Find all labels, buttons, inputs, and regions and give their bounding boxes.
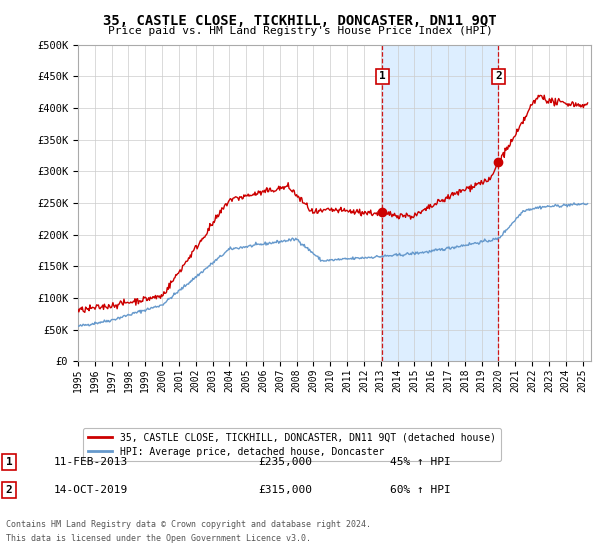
Text: 2: 2: [495, 72, 502, 81]
Text: £315,000: £315,000: [258, 485, 312, 495]
Text: 45% ↑ HPI: 45% ↑ HPI: [390, 457, 451, 467]
Text: 14-OCT-2019: 14-OCT-2019: [54, 485, 128, 495]
Text: This data is licensed under the Open Government Licence v3.0.: This data is licensed under the Open Gov…: [6, 534, 311, 543]
Text: 1: 1: [5, 457, 13, 467]
Legend: 35, CASTLE CLOSE, TICKHILL, DONCASTER, DN11 9QT (detached house), HPI: Average p: 35, CASTLE CLOSE, TICKHILL, DONCASTER, D…: [83, 428, 500, 461]
Text: 2: 2: [5, 485, 13, 495]
Text: 1: 1: [379, 72, 386, 81]
Bar: [382, 45, 499, 361]
Text: 60% ↑ HPI: 60% ↑ HPI: [390, 485, 451, 495]
Text: Contains HM Land Registry data © Crown copyright and database right 2024.: Contains HM Land Registry data © Crown c…: [6, 520, 371, 529]
Text: Price paid vs. HM Land Registry's House Price Index (HPI): Price paid vs. HM Land Registry's House …: [107, 26, 493, 36]
Text: 35, CASTLE CLOSE, TICKHILL, DONCASTER, DN11 9QT: 35, CASTLE CLOSE, TICKHILL, DONCASTER, D…: [103, 14, 497, 28]
Text: £235,000: £235,000: [258, 457, 312, 467]
Text: 11-FEB-2013: 11-FEB-2013: [54, 457, 128, 467]
